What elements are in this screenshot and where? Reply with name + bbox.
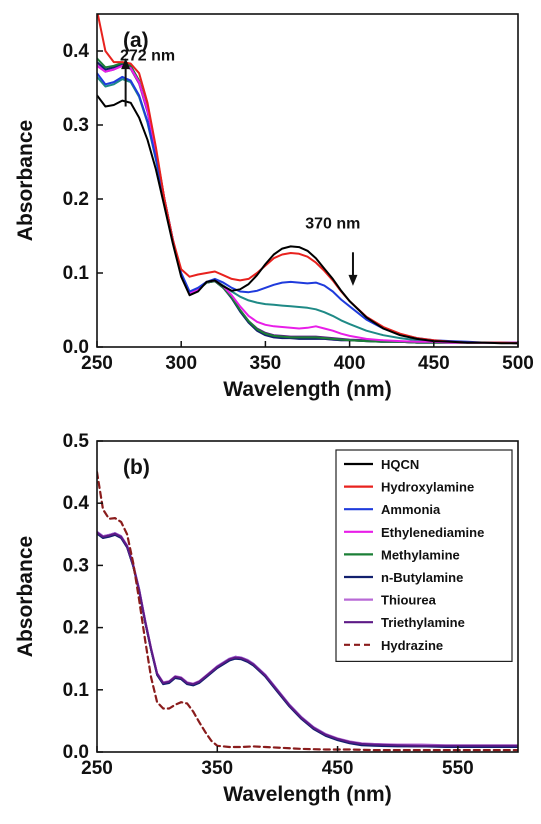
panel-a-y-axis-title: Absorbance <box>14 120 37 241</box>
legend-label: Methylamine <box>381 547 460 562</box>
plot-frame <box>96 13 519 348</box>
y-tick-label: 0.1 <box>63 680 90 701</box>
legend-label: Hydrazine <box>381 638 443 653</box>
y-tick-label: 0.4 <box>63 41 90 62</box>
panel-a: 250 300 350 400 450 500 0.0 0.1 0.2 0.3 0.4 (a) Wa… <box>14 13 534 401</box>
x-tick-label: 500 <box>502 353 534 374</box>
panel-b-y-axis-title: Absorbance <box>14 536 37 657</box>
x-tick-label: 350 <box>201 758 233 779</box>
annotation-arrow-head <box>348 274 358 286</box>
x-tick-label: 300 <box>165 353 197 374</box>
y-tick-label: 0.0 <box>63 337 89 358</box>
y-tick-label: 0.2 <box>63 189 89 210</box>
panel-a-x-axis-title: Wavelength (nm) <box>223 378 391 401</box>
series-line-trace-7 <box>97 62 518 344</box>
panel-b-axes: 250 350 450 550 0.0 0.1 0.2 0.3 0.4 0.5 <box>63 431 519 779</box>
legend-label: Hydroxylamine <box>381 480 474 495</box>
legend-label: Ethylenediamine <box>381 525 484 540</box>
series-line-trace-6 <box>97 61 518 344</box>
panel-a-annotations: 272 nm 370 nm <box>120 48 360 286</box>
y-tick-label: 0.0 <box>63 742 89 763</box>
y-tick-label: 0.3 <box>63 115 89 136</box>
series-line-trace-3 <box>97 72 518 345</box>
legend-label: Ammonia <box>381 502 441 517</box>
y-tick-label: 0.5 <box>63 431 90 452</box>
series-line-trace-9 <box>97 75 518 345</box>
series-line-trace-8 <box>97 64 518 344</box>
x-tick-label: 550 <box>442 758 474 779</box>
panel-a-series-group <box>97 14 518 345</box>
series-line-hydrazine <box>97 471 518 752</box>
panel-b-x-axis-title: Wavelength (nm) <box>223 783 391 806</box>
legend-box <box>335 449 513 662</box>
panel-a-label: (a) <box>123 29 149 52</box>
panel-a-axes: 250 300 350 400 450 500 0.0 0.1 0.2 0.3 0.4 <box>63 13 534 374</box>
panel-b-legend: HQCN Hydroxylamine Ammonia Ethylenediamine M… <box>335 449 513 662</box>
legend-label: n-Butylamine <box>381 570 463 585</box>
panel-b-label: (b) <box>123 456 150 479</box>
panel-b-series-group <box>97 471 518 752</box>
legend-label: Thiourea <box>381 593 437 608</box>
x-tick-label: 250 <box>81 353 113 374</box>
annotation-label: 370 nm <box>305 216 360 233</box>
y-tick-label: 0.3 <box>63 555 89 576</box>
series-line-trace-1 <box>97 94 518 345</box>
y-tick-label: 0.2 <box>63 618 89 639</box>
y-tick-label: 0.1 <box>63 263 90 284</box>
x-tick-label: 250 <box>81 758 113 779</box>
legend-label: Triethylamine <box>381 615 465 630</box>
x-tick-label: 350 <box>250 353 282 374</box>
x-tick-label: 450 <box>418 353 450 374</box>
x-tick-label: 450 <box>322 758 354 779</box>
annotation-arrow-head <box>121 58 131 70</box>
series-line-trace-5 <box>97 57 518 344</box>
annotation-label: 272 nm <box>120 48 175 65</box>
x-tick-label: 400 <box>334 353 366 374</box>
legend-label: HQCN <box>381 457 419 472</box>
panel-b: 250 350 450 550 0.0 0.1 0.2 0.3 0.4 0.5 (b) Wavel… <box>14 431 519 806</box>
series-line-trace-4 <box>97 64 518 344</box>
plot-frame <box>96 440 519 753</box>
y-tick-label: 0.4 <box>63 493 90 514</box>
